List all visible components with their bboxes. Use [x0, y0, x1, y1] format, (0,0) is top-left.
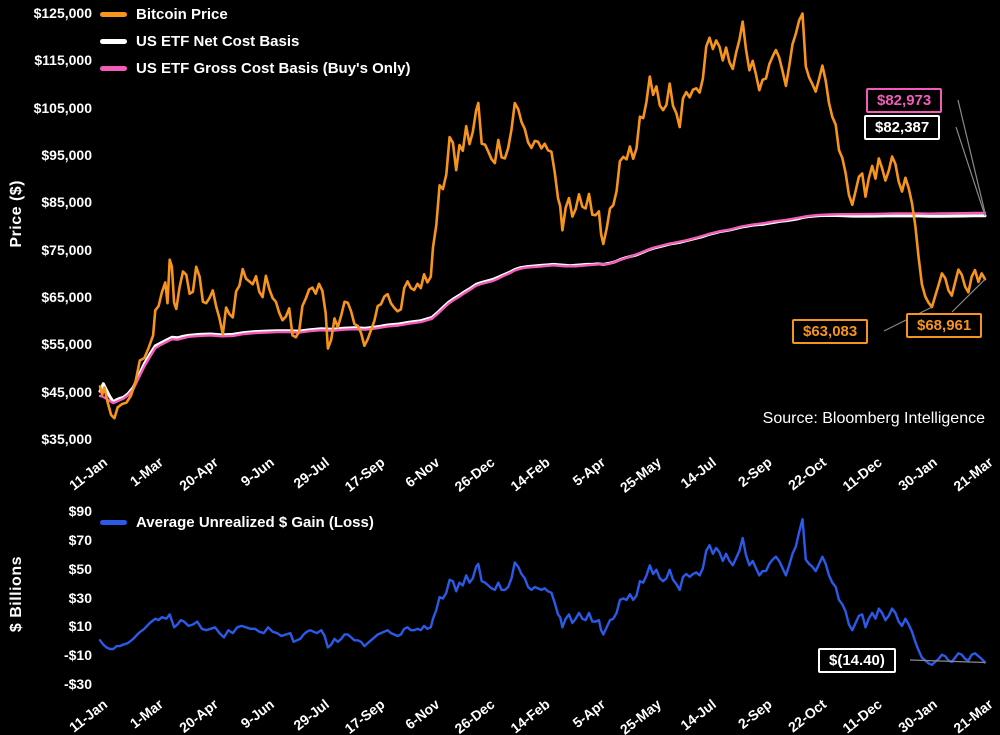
y-tick-label: -$30: [63, 676, 92, 692]
y-tick-label: $45,000: [41, 383, 92, 400]
y-tick-label: $125,000: [33, 5, 92, 21]
y-tick-label: $115,000: [34, 52, 92, 69]
gross-cost-basis-line-swatch-icon: [100, 66, 127, 71]
annotation-connector-line: [955, 126, 986, 216]
callout-bitcoin-last-value: $68,961: [906, 313, 983, 338]
y-tick-label: $90: [68, 503, 92, 519]
legend-label-gross-cost-basis: US ETF Gross Cost Basis (Buy's Only): [136, 60, 411, 77]
y-tick-label: $55,000: [41, 336, 92, 353]
callout-bitcoin-low-value: $63,083: [792, 319, 869, 344]
legend-item-gross-cost-basis: US ETF Gross Cost Basis (Buy's Only): [100, 60, 410, 77]
legend-item-bitcoin-price: Bitcoin Price: [100, 6, 410, 23]
y-tick-label: $70: [68, 531, 92, 548]
series-line-average-unrealized-gain-loss-: [98, 518, 987, 666]
net-cost-basis-line-swatch-icon: [100, 39, 127, 44]
legend-label-unrealized-gain: Average Unrealized $ Gain (Loss): [136, 514, 374, 531]
annotation-connector-line: [909, 659, 986, 664]
annotation-connector-line: [951, 278, 986, 313]
bitcoin-price-line-swatch-icon: [100, 12, 127, 17]
callout-gross-cost-basis-value: $82,973: [866, 88, 943, 113]
y-tick-label: $10: [68, 618, 92, 635]
y-tick-label: $95,000: [41, 147, 92, 163]
legend-item-unrealized-gain: Average Unrealized $ Gain (Loss): [100, 514, 374, 531]
y-tick-label: -$10: [63, 647, 92, 664]
y-tick-label: $50: [68, 560, 92, 577]
y-tick-label: $30: [68, 589, 92, 606]
y-tick-label: $105,000: [33, 99, 92, 116]
annotation-connector-line: [957, 99, 986, 214]
series-line-bitcoin-price: [98, 12, 987, 420]
legend-item-net-cost-basis: US ETF Net Cost Basis: [100, 33, 410, 50]
top-legend: Bitcoin Price US ETF Net Cost Basis US E…: [100, 6, 410, 77]
y-tick-label: $65,000: [41, 289, 92, 305]
callout-net-cost-basis-value: $82,387: [864, 115, 941, 140]
y-tick-label: $35,000: [41, 431, 92, 447]
source-text: Source: Bloomberg Intelligence: [762, 410, 985, 427]
y-tick-label: $85,000: [41, 194, 92, 211]
bottom-legend: Average Unrealized $ Gain (Loss): [100, 514, 374, 531]
y-tick-label: $75,000: [41, 241, 92, 258]
callout-unrealized-loss-value: $(14.40): [818, 648, 896, 673]
series-line-us-etf-gross-cost-basis-buy-s-only-: [98, 211, 987, 405]
legend-label-bitcoin-price: Bitcoin Price: [136, 6, 228, 23]
top-y-axis-title: Price ($): [8, 180, 25, 248]
unrealized-gain-line-swatch-icon: [100, 520, 127, 525]
legend-label-net-cost-basis: US ETF Net Cost Basis: [136, 33, 300, 50]
